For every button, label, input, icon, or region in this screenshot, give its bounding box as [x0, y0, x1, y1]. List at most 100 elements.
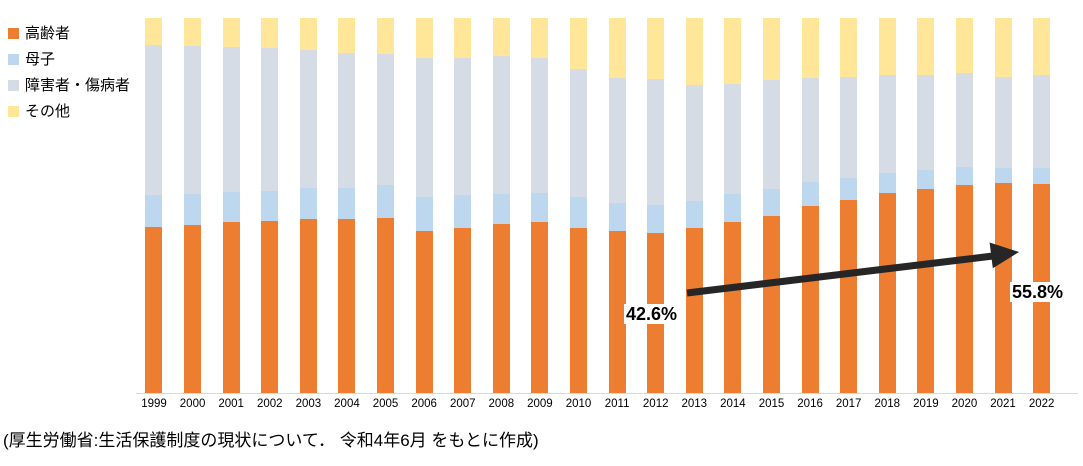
segment-mother-child-2015 [762, 189, 780, 216]
bar-2012 [636, 18, 675, 393]
segment-elderly-2006 [415, 230, 433, 393]
segment-mother-child-1999 [145, 195, 163, 227]
segment-disabled-sick-1999 [145, 44, 163, 196]
legend-item-disabled-sick: 障害者・傷病者 [8, 72, 130, 98]
x-axis-labels: 1999 2000 2001 2002 2003 2004 2005 2006 2007 2008… [135, 398, 1061, 410]
segment-disabled-sick-2010 [570, 69, 588, 197]
bar-2004 [328, 18, 367, 393]
segment-mother-child-2001 [222, 191, 240, 223]
segment-elderly-2005 [377, 218, 395, 393]
segment-mother-child-2016 [801, 181, 819, 206]
segment-mother-child-2009 [531, 193, 549, 222]
legend-label-disabled-sick: 障害者・傷病者 [25, 76, 131, 94]
start-percent-label: 42.6% [624, 304, 680, 324]
x-axis-label-2001: 2001 [218, 398, 244, 410]
legend-label-mother-child: 母子 [25, 50, 56, 68]
stacked-bar-2011 [608, 18, 626, 393]
segment-elderly-2004 [338, 219, 356, 393]
segment-other-2015 [762, 18, 780, 80]
segment-disabled-sick-2009 [531, 58, 549, 194]
bar-2017 [829, 18, 868, 393]
x-axis-label-2008: 2008 [488, 398, 515, 410]
legend-label-elderly: 高齢者 [25, 24, 71, 42]
bar-2009 [521, 18, 560, 393]
end-percent-label: 55.8% [1010, 282, 1066, 302]
segment-other-2016 [801, 18, 819, 79]
segment-mother-child-2004 [338, 187, 356, 220]
segment-elderly-2011 [608, 231, 626, 393]
legend-label-other: その他 [25, 102, 71, 120]
stacked-bar-2018 [878, 18, 896, 393]
segment-mother-child-2011 [608, 202, 626, 232]
segment-disabled-sick-2006 [415, 58, 433, 198]
x-axis-label-2009: 2009 [527, 398, 553, 410]
segment-disabled-sick-2015 [762, 79, 780, 189]
x-axis-label-2005: 2005 [372, 398, 399, 410]
segment-mother-child-2013 [685, 200, 703, 228]
x-axis-label-2004: 2004 [334, 398, 360, 410]
segment-elderly-2014 [724, 222, 742, 393]
bar-2015 [752, 18, 791, 393]
segment-disabled-sick-2011 [608, 78, 626, 203]
stacked-bar-2007 [454, 18, 472, 393]
segment-other-2001 [222, 18, 240, 47]
stacked-bar-2014 [724, 18, 742, 393]
segment-disabled-sick-2000 [184, 46, 202, 195]
legend-swatch-other-icon [8, 105, 19, 117]
segment-elderly-2018 [878, 192, 896, 393]
segment-disabled-sick-2004 [338, 52, 356, 188]
segment-mother-child-2020 [955, 167, 973, 186]
x-axis-label-2015: 2015 [758, 398, 785, 410]
legend-swatch-disabled-sick-icon [8, 79, 19, 91]
bar-2014 [714, 18, 753, 393]
bar-2001 [212, 18, 251, 393]
x-axis-label-2022: 2022 [1028, 398, 1055, 410]
stacked-bar-2000 [184, 18, 202, 393]
chart-legend: 高齢者母子障害者・傷病者 その他 [8, 20, 130, 124]
segment-elderly-2007 [454, 227, 472, 393]
bar-2011 [598, 18, 637, 393]
segment-other-2008 [492, 18, 510, 56]
segment-other-2006 [415, 18, 433, 59]
segment-other-2009 [531, 18, 549, 59]
segment-other-2022 [1033, 18, 1051, 76]
segment-elderly-2013 [685, 228, 703, 393]
bar-2013 [675, 18, 714, 393]
segment-disabled-sick-2002 [261, 48, 279, 191]
segment-other-2019 [917, 18, 935, 75]
segment-mother-child-2006 [415, 197, 433, 231]
segment-mother-child-2017 [840, 177, 858, 200]
x-axis-label-2003: 2003 [295, 398, 322, 410]
segment-other-2014 [724, 18, 742, 84]
segment-other-2005 [377, 18, 395, 55]
segment-elderly-2015 [762, 215, 780, 393]
segment-other-2018 [878, 18, 896, 76]
segment-other-2012 [647, 18, 665, 80]
segment-disabled-sick-2022 [1033, 75, 1051, 168]
segment-mother-child-2010 [570, 196, 588, 228]
segment-mother-child-2018 [878, 172, 896, 193]
stacked-bar-2010 [570, 18, 588, 393]
stacked-bar-2012 [647, 18, 665, 393]
segment-elderly-2016 [801, 205, 819, 393]
stacked-bar-2006 [415, 18, 433, 393]
bar-2002 [250, 18, 289, 393]
segment-other-2000 [184, 18, 202, 47]
segment-disabled-sick-2005 [377, 54, 395, 186]
bar-2022 [1022, 18, 1061, 393]
segment-elderly-2010 [570, 227, 588, 393]
segment-disabled-sick-2017 [840, 77, 858, 178]
segment-disabled-sick-2020 [955, 73, 973, 168]
segment-other-2021 [994, 18, 1012, 78]
segment-disabled-sick-2016 [801, 78, 819, 182]
stacked-bar-2002 [261, 18, 279, 393]
bar-2021 [984, 18, 1023, 393]
x-axis-line [136, 393, 1078, 394]
segment-disabled-sick-2013 [685, 85, 703, 201]
x-axis-label-2010: 2010 [565, 398, 592, 410]
x-axis-label-2007: 2007 [449, 398, 476, 410]
legend-swatch-elderly-icon [8, 27, 19, 39]
stacked-bar-2013 [685, 18, 703, 393]
segment-other-1999 [145, 18, 163, 45]
x-axis-label-2011: 2011 [604, 398, 630, 410]
